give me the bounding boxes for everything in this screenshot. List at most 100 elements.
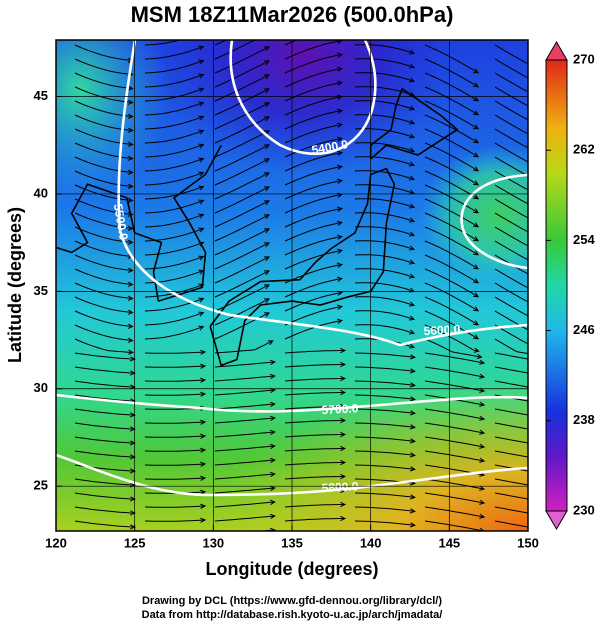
streamline: [214, 228, 271, 256]
streamline: [74, 254, 134, 273]
streamline: [494, 170, 528, 191]
streamline: [144, 143, 205, 158]
y-tick-label: 40: [34, 185, 48, 200]
streamline: [144, 311, 205, 326]
streamline: [214, 200, 271, 228]
streamline: [494, 282, 528, 303]
streamline: [354, 422, 416, 430]
streamline: [74, 156, 134, 175]
streamline: [144, 433, 207, 439]
streamline: [354, 170, 416, 181]
streamline: [494, 506, 528, 514]
streamline: [354, 380, 416, 388]
streamline: [284, 52, 344, 74]
streamline: [424, 198, 480, 228]
streamline: [354, 310, 416, 321]
x-tick-label: 145: [438, 535, 460, 550]
streamline: [144, 199, 205, 214]
streamline: [144, 73, 205, 88]
x-tick-label: 125: [124, 535, 146, 550]
streamline: [494, 366, 528, 374]
streamline: [354, 58, 416, 69]
streamline: [284, 66, 344, 88]
streamline: [214, 340, 274, 354]
streamline: [354, 142, 416, 153]
streamline: [284, 445, 347, 452]
streamline: [144, 325, 205, 340]
streamline: [214, 485, 276, 494]
streamline: [214, 499, 276, 508]
colorbar-tick-label: 254: [573, 232, 595, 247]
streamline: [284, 515, 347, 522]
contour-label: 5700.0: [321, 401, 359, 417]
streamline: [74, 128, 134, 147]
streamline: [494, 408, 528, 416]
streamline: [494, 464, 528, 472]
streamline: [284, 276, 344, 298]
streamline: [494, 436, 528, 444]
streamline: [354, 408, 416, 416]
streamline: [144, 101, 205, 116]
streamline: [214, 429, 276, 438]
streamline: [424, 212, 480, 242]
streamline: [284, 122, 344, 144]
streamline: [494, 156, 528, 177]
streamline: [284, 304, 344, 326]
streamline: [494, 226, 528, 247]
streamline: [354, 366, 416, 374]
colorbar: [545, 59, 568, 512]
streamline: [424, 114, 480, 144]
x-tick-label: 120: [45, 535, 67, 550]
streamline: [74, 86, 134, 105]
streamline: [494, 114, 528, 135]
x-tick-label: 130: [202, 535, 224, 550]
streamline: [214, 40, 256, 60]
streamline: [494, 450, 528, 458]
streamline: [74, 170, 134, 189]
y-tick-label: 25: [34, 478, 48, 493]
colorbar-tick-label: 270: [573, 51, 595, 66]
y-axis-label: Latitude (degrees): [5, 207, 25, 363]
streamline: [214, 457, 276, 466]
streamline: [354, 464, 416, 472]
y-tick-label: 35: [34, 283, 48, 298]
streamline: [74, 268, 134, 287]
streamline: [424, 58, 480, 88]
streamline: [284, 361, 347, 368]
streamline: [424, 296, 480, 326]
streamline: [214, 186, 271, 214]
coastline: [56, 87, 459, 367]
streamline: [144, 115, 205, 130]
streamline: [424, 352, 486, 365]
streamline: [284, 220, 344, 242]
streamline: [214, 60, 271, 88]
streamline: [354, 100, 416, 111]
streamline: [284, 417, 347, 424]
streamline: [494, 296, 528, 317]
streamline: [494, 520, 528, 528]
streamline: [424, 324, 480, 353]
streamline: [354, 268, 416, 279]
streamline: [494, 324, 528, 345]
streamline: [214, 373, 276, 382]
streamline: [424, 282, 480, 312]
streamline: [354, 450, 416, 458]
streamline: [144, 45, 205, 60]
streamline: [214, 298, 271, 326]
streamline: [284, 150, 344, 172]
streamline: [214, 359, 276, 368]
streamline: [74, 296, 134, 315]
streamline: [354, 492, 416, 500]
streamline: [424, 86, 480, 116]
streamline: [284, 178, 344, 200]
streamline: [354, 506, 416, 514]
streamline: [424, 450, 486, 463]
streamline: [144, 349, 207, 355]
streamline: [494, 380, 528, 388]
x-tick-label: 135: [281, 535, 303, 550]
streamline: [424, 254, 480, 284]
streamline: [214, 401, 276, 410]
streamline: [214, 74, 271, 102]
streamline: [144, 391, 207, 397]
